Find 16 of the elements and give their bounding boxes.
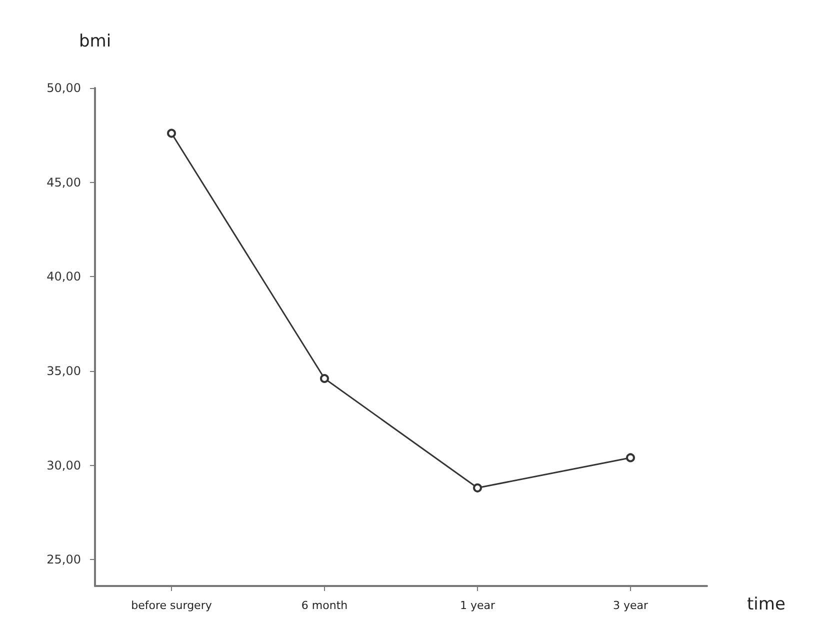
- x-tick-label: 3 year: [612, 599, 648, 612]
- y-tick-label: 35,00: [46, 364, 81, 378]
- point: [167, 128, 176, 138]
- y-tick-label: 30,00: [46, 458, 81, 472]
- y-tick-label: 50,00: [46, 81, 81, 95]
- y-tick-label: 45,00: [46, 175, 81, 190]
- y-tick-label: 25,00: [46, 552, 81, 567]
- y-axis-title: bmi: [78, 32, 112, 52]
- point: [320, 374, 329, 383]
- x-tick-label: before surgery: [131, 599, 212, 612]
- point: [473, 483, 482, 492]
- point: [626, 453, 635, 462]
- x-axis-title: time: [747, 594, 786, 614]
- x-tick-label: 6 month: [301, 599, 348, 612]
- y-tick-label: 40,00: [46, 270, 81, 284]
- x-tick-label: 1 year: [460, 599, 496, 612]
